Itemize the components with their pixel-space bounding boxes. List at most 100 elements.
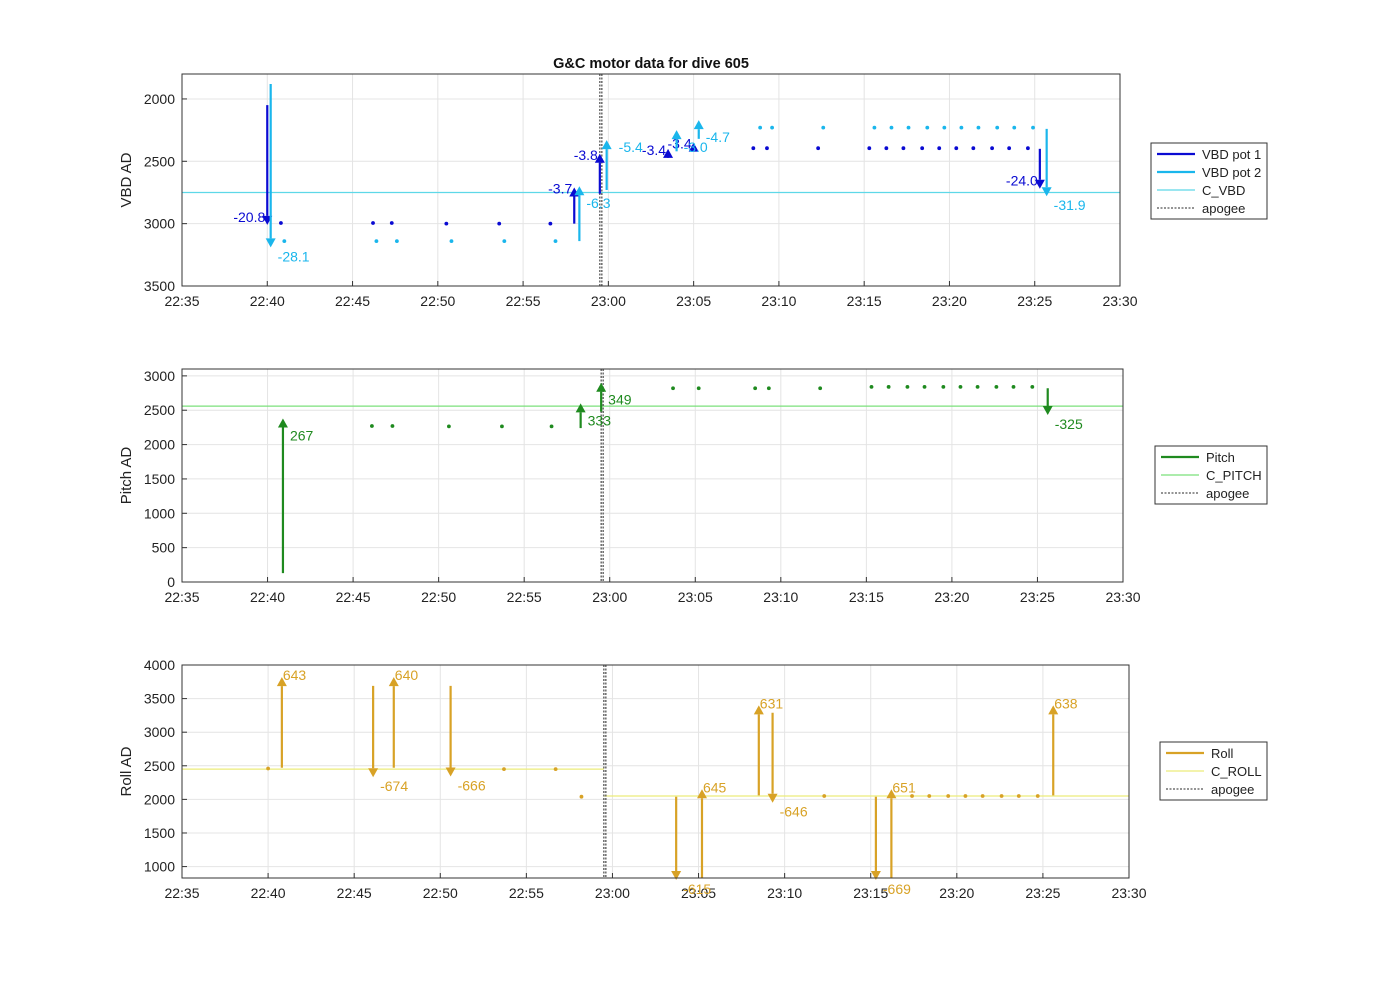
y-tick-label: 2000: [144, 791, 175, 807]
data-point: [821, 125, 826, 130]
data-point: [959, 125, 964, 130]
data-point: [549, 424, 554, 429]
move-arrow-head: [276, 677, 287, 687]
data-point: [872, 125, 877, 130]
move-arrow-head: [277, 418, 288, 428]
data-point: [886, 384, 891, 389]
data-point: [937, 146, 942, 151]
data-point: [753, 386, 758, 391]
move-arrow-head: [265, 238, 276, 248]
move-value-label: -3.8: [574, 147, 598, 163]
legend-label: VBD pot 1: [1202, 147, 1261, 162]
x-tick-label: 23:00: [595, 885, 630, 901]
data-point: [1035, 794, 1040, 798]
legend-label: Pitch: [1206, 450, 1235, 465]
x-tick-label: 23:10: [767, 885, 802, 901]
data-point: [1016, 794, 1021, 798]
move-arrow-head: [601, 140, 612, 150]
data-point: [371, 221, 375, 225]
data-point: [282, 239, 287, 244]
move-arrow-head: [368, 768, 379, 778]
move-value-label: 651: [892, 779, 916, 795]
data-point: [922, 384, 927, 389]
data-point: [910, 794, 914, 798]
x-tick-label: 22:40: [250, 589, 285, 605]
data-point: [553, 239, 558, 244]
legend-label: Roll: [1211, 746, 1234, 761]
move-arrow-head: [388, 677, 399, 687]
move-arrow-head: [1041, 187, 1052, 197]
legend-box: [1150, 142, 1268, 220]
move-value-label: -3.4: [642, 142, 666, 158]
x-tick-label: 23:00: [592, 589, 627, 605]
x-tick-label: 23:05: [676, 293, 711, 309]
move-value-label: 333: [588, 412, 612, 428]
data-point: [818, 386, 823, 391]
move-value-label: -669: [883, 881, 911, 897]
y-axis-label: VBD AD: [118, 152, 135, 207]
y-tick-label: 4000: [144, 657, 175, 673]
plot-area: [182, 665, 1129, 878]
data-point: [941, 384, 946, 389]
x-tick-label: 23:30: [1102, 293, 1137, 309]
move-arrow-head: [767, 793, 778, 803]
move-arrow-head: [663, 148, 674, 158]
x-tick-label: 23:20: [932, 293, 967, 309]
data-point: [1007, 146, 1012, 151]
data-point: [266, 766, 270, 771]
data-point: [765, 146, 769, 151]
move-value-label: -4.7: [706, 129, 730, 145]
data-point: [579, 794, 584, 799]
move-arrow-head: [870, 871, 881, 881]
legend-label: apogee: [1211, 782, 1254, 797]
move-value-label: 631: [760, 695, 784, 711]
data-point: [901, 146, 906, 151]
x-tick-label: 23:20: [939, 885, 974, 901]
data-point: [971, 146, 976, 151]
y-tick-label: 2500: [144, 402, 175, 418]
plot-area: [182, 369, 1123, 582]
x-tick-label: 23:20: [934, 589, 969, 605]
data-point: [905, 384, 910, 389]
x-tick-label: 22:40: [250, 293, 285, 309]
y-tick-label: 1000: [144, 859, 175, 875]
x-tick-label: 23:15: [849, 589, 884, 605]
move-value-label: 643: [283, 667, 307, 683]
data-point: [954, 146, 959, 151]
data-point: [822, 794, 827, 798]
move-arrow-head: [445, 767, 456, 777]
move-arrow-head: [574, 186, 585, 196]
y-tick-label: 3000: [144, 368, 175, 384]
x-tick-label: 22:50: [420, 293, 455, 309]
series-roll: 643 -674 640 -666 -615 645 631 -646 -669 651 638: [266, 667, 1078, 897]
y-tick-label: 3000: [144, 724, 175, 740]
data-point: [1012, 125, 1017, 130]
x-tick-label: 23:15: [847, 293, 882, 309]
move-value-label: 640: [395, 667, 419, 683]
move-value-label: -666: [458, 778, 486, 794]
legend-label: C_ROLL: [1211, 764, 1262, 779]
y-tick-label: 2500: [144, 153, 175, 169]
data-point: [548, 221, 553, 226]
panel-vbd: 22:35 22:40 22:45 22:50 22:55 23:00 23:05 23:10…: [118, 73, 1268, 309]
move-arrow-head: [688, 142, 699, 152]
x-tick-label: 23:10: [761, 293, 796, 309]
move-value-label: -24.0: [1006, 173, 1038, 189]
y-tick-label: 1000: [144, 505, 175, 521]
y-tick-label: 0: [167, 574, 175, 590]
move-arrow-head: [1034, 179, 1045, 189]
data-point: [946, 794, 951, 798]
legend-label: apogee: [1206, 486, 1249, 501]
move-value-label: 267: [290, 427, 314, 443]
data-point: [1011, 384, 1016, 389]
axes-frame: [181, 368, 1124, 583]
data-point: [867, 146, 872, 151]
move-value-label: -3.7: [548, 180, 572, 196]
data-point: [976, 125, 981, 130]
x-tick-label: 23:30: [1111, 885, 1146, 901]
y-tick-label: 2000: [144, 437, 175, 453]
x-tick-label: 23:25: [1020, 589, 1055, 605]
move-value-label: -3.4: [668, 136, 692, 152]
